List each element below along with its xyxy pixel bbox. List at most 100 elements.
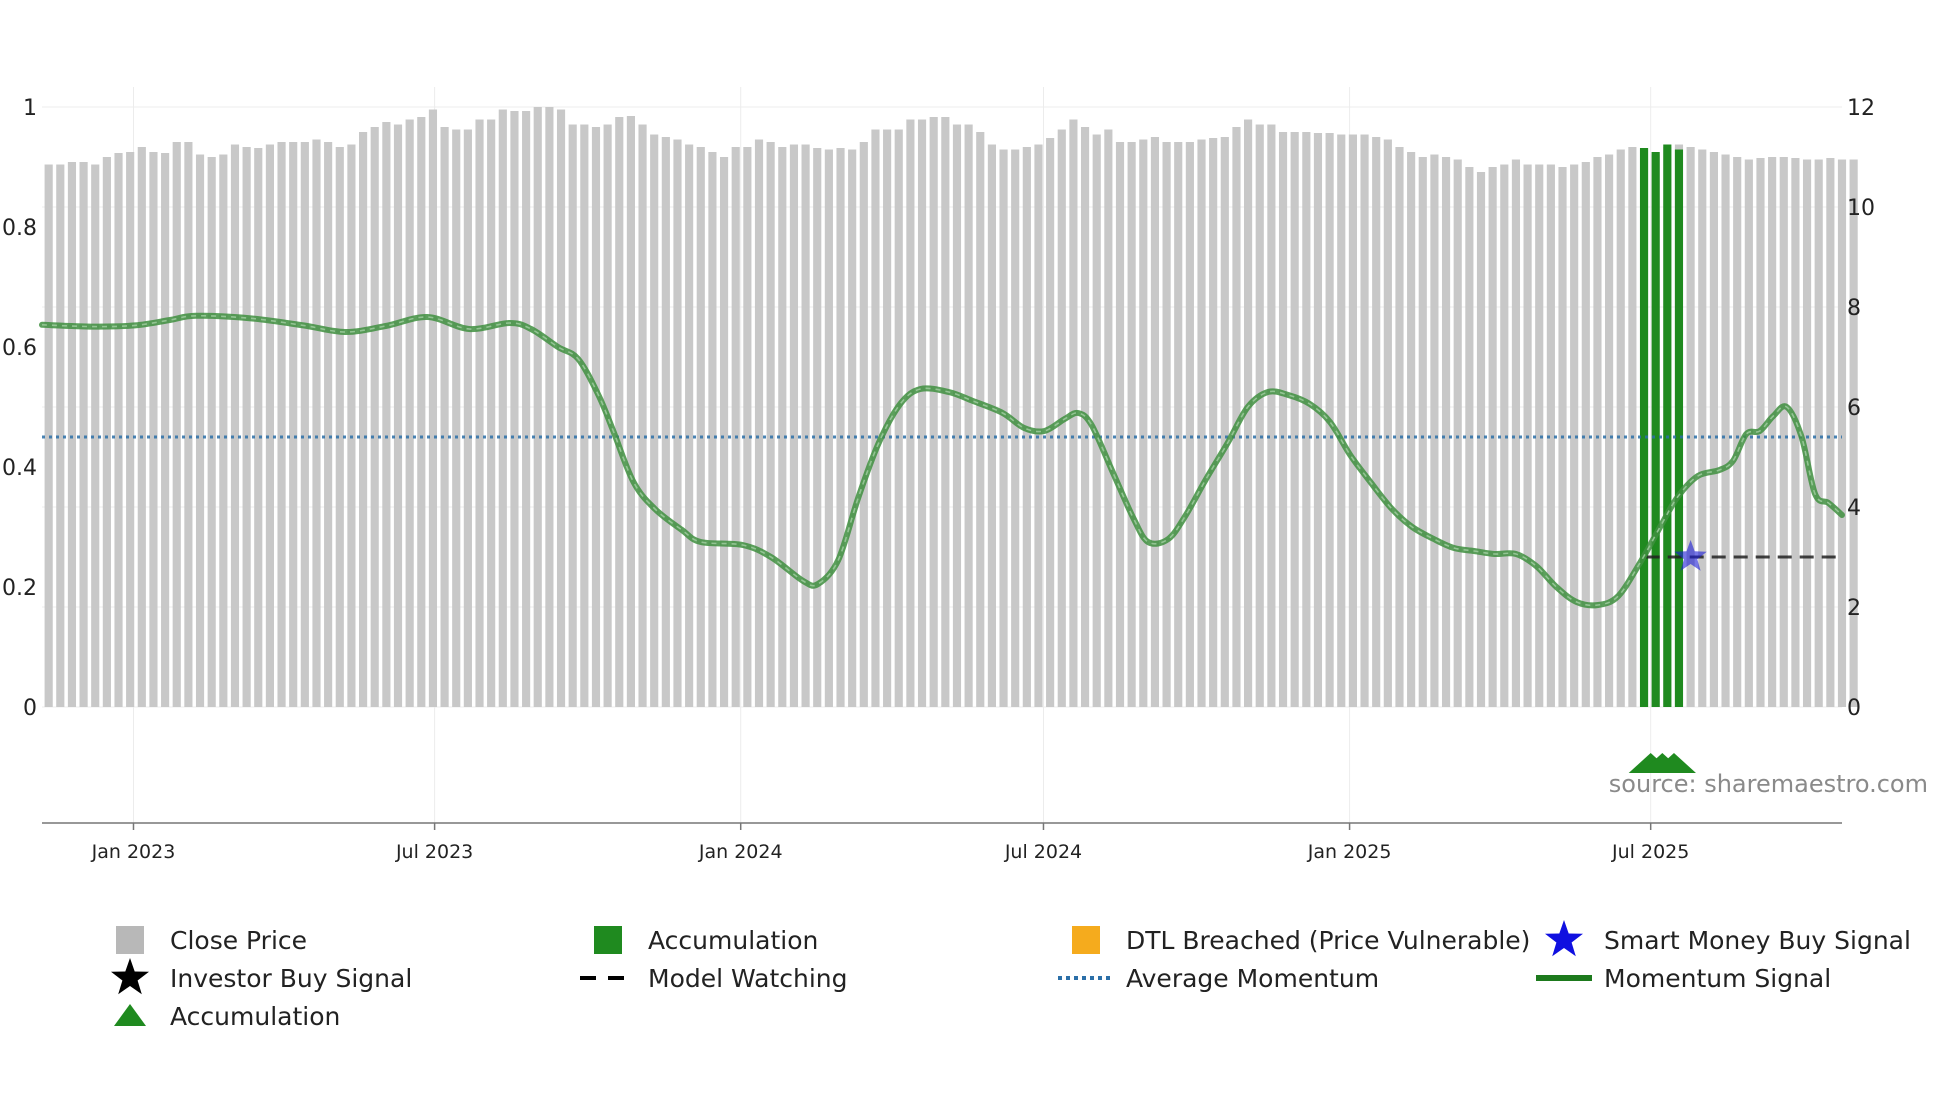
close-price-bar: [1267, 124, 1276, 707]
close-price-bar: [580, 124, 589, 707]
close-price-bar: [1570, 164, 1579, 707]
right-tick-label: 8: [1847, 296, 1861, 321]
close-price-bar: [1348, 134, 1357, 707]
source-label: source: sharemaestro.com: [1609, 770, 1928, 798]
momentum-line-highlight: [41, 314, 1843, 607]
close-price-bar: [1337, 134, 1346, 707]
accumulation-bar: [1663, 144, 1672, 707]
close-price-bar: [789, 144, 799, 707]
right-tick-label: 0: [1847, 696, 1861, 721]
legend-item: Smart Money Buy Signal: [1545, 920, 1911, 957]
close-price-bar: [312, 139, 321, 707]
close-price-bar: [731, 147, 740, 707]
left-tick-label: 0.4: [2, 456, 37, 481]
close-price-bar: [1278, 132, 1288, 707]
close-price-bar: [1209, 138, 1218, 707]
close-price-bar: [929, 117, 938, 707]
close-price-bar: [207, 157, 216, 707]
close-price-bar: [1593, 157, 1602, 707]
legend-item: Close Price: [116, 926, 307, 955]
close-price-bar: [1197, 139, 1206, 707]
close-price-bar: [1698, 149, 1707, 707]
close-price-bar: [836, 148, 845, 707]
legend-label: Accumulation: [170, 1002, 340, 1031]
close-price-bar: [1465, 167, 1474, 707]
close-price-bar: [778, 147, 787, 707]
legend-item: Investor Buy Signal: [111, 958, 412, 995]
legend-swatch-square: [1072, 926, 1100, 954]
close-price-bar: [347, 144, 356, 707]
close-price-bar: [265, 144, 274, 707]
close-price-bar: [871, 129, 880, 707]
close-price-bar: [661, 137, 670, 707]
close-price-bar: [1395, 147, 1404, 707]
close-price-bar: [1849, 159, 1858, 707]
close-price-bar: [1581, 162, 1590, 707]
close-price-bar: [1453, 159, 1462, 707]
close-price-bar: [754, 139, 764, 707]
close-price-bar: [1174, 142, 1183, 707]
close-price-bar: [533, 107, 542, 707]
close-price-bar: [743, 147, 752, 707]
left-tick-label: 0.2: [2, 576, 37, 601]
close-price-bar: [1418, 157, 1427, 707]
close-price-bar: [638, 124, 647, 707]
close-price-bar: [626, 116, 635, 707]
close-price-bar: [1255, 124, 1264, 707]
close-price-bar: [1290, 132, 1299, 707]
close-price-bar: [324, 142, 333, 707]
x-tick-label: Jul 2025: [1611, 841, 1689, 863]
close-price-bar: [452, 129, 461, 707]
close-price-bar: [79, 162, 88, 707]
close-price-bar: [475, 119, 484, 707]
close-price-bar: [1733, 157, 1742, 707]
legend-label: Investor Buy Signal: [170, 964, 412, 993]
close-price-bar: [1791, 158, 1800, 707]
close-price-bar: [1721, 154, 1730, 707]
close-price-bar: [1302, 132, 1311, 707]
close-price-bar: [149, 152, 158, 707]
right-tick-label: 4: [1847, 496, 1861, 521]
close-price-bar: [1232, 127, 1241, 707]
close-price-bar: [1814, 159, 1823, 707]
close-price-bar: [254, 148, 263, 707]
legend-label: Smart Money Buy Signal: [1604, 926, 1911, 955]
close-price-bar: [1220, 137, 1229, 707]
legend-item: Accumulation: [594, 926, 818, 955]
close-price-bar: [44, 164, 53, 707]
close-price-bar: [1244, 119, 1253, 707]
close-price-bar: [1616, 149, 1625, 707]
legend-label: Momentum Signal: [1604, 964, 1831, 993]
close-price-bar: [1546, 164, 1555, 707]
close-price-bar: [1139, 139, 1148, 707]
legend-item: Average Momentum: [1058, 964, 1379, 993]
close-price-bar: [1535, 164, 1544, 707]
legend-label: DTL Breached (Price Vulnerable): [1126, 926, 1530, 955]
close-price-bar: [1709, 152, 1718, 707]
signal-layer: [1674, 540, 1707, 571]
close-price-bar: [1802, 159, 1812, 707]
close-price-bar: [126, 152, 135, 707]
legend-item: Accumulation: [114, 1002, 340, 1031]
close-price-bar: [1185, 142, 1194, 707]
momentum-layer: [39, 312, 1845, 609]
close-price-bar: [382, 122, 391, 707]
close-price-bar: [137, 147, 146, 707]
legend-label: Close Price: [170, 926, 307, 955]
close-price-bar: [917, 119, 927, 707]
close-price-bar: [545, 107, 554, 707]
close-price-bar: [463, 129, 472, 707]
close-price-bar: [56, 164, 65, 707]
close-price-bar: [1407, 152, 1416, 707]
close-price-bar: [859, 142, 868, 707]
close-price-bar: [1441, 157, 1451, 707]
legend-label: Average Momentum: [1126, 964, 1379, 993]
close-price-bar: [568, 124, 577, 707]
close-price-bar: [719, 157, 729, 707]
close-price-bar: [498, 109, 507, 707]
close-price-bar: [1476, 172, 1486, 707]
close-price-bar: [91, 164, 100, 707]
close-price-bar: [417, 117, 426, 707]
legend-triangle-icon: [114, 1004, 146, 1026]
close-price-bar: [428, 109, 438, 707]
